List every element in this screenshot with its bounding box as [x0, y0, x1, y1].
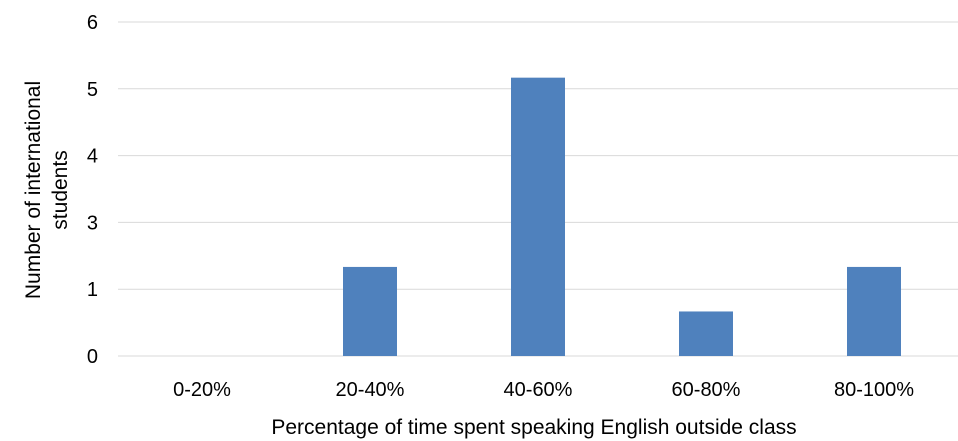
y-axis-title-line-2: students — [49, 150, 72, 229]
x-tick-label: 0-20% — [173, 379, 231, 401]
y-axis-ticks: 0 1 3 4 5 6 — [87, 12, 98, 368]
y-axis-title: Number of international students — [22, 81, 72, 299]
y-tick-label: 0 — [87, 346, 98, 368]
bars — [343, 77, 901, 357]
y-tick-label: 5 — [87, 79, 98, 101]
bar-20-40% — [343, 266, 397, 356]
y-tick-label: 1 — [87, 279, 98, 301]
y-tick-label: 4 — [87, 146, 98, 168]
x-tick-label: 80-100% — [834, 379, 914, 401]
x-axis-ticks: 0-20% 20-40% 40-60% 60-80% 80-100% — [173, 379, 914, 401]
y-tick-label: 3 — [87, 212, 98, 234]
bar-60-80% — [679, 311, 733, 356]
y-axis-title-line-1: Number of international — [22, 81, 45, 299]
bar-40-60% — [511, 77, 565, 357]
x-tick-label: 60-80% — [672, 379, 741, 401]
x-tick-label: 40-60% — [504, 379, 573, 401]
x-tick-label: 20-40% — [336, 379, 405, 401]
bar-80-100% — [847, 266, 901, 356]
x-axis-title: Percentage of time spent speaking Englis… — [271, 416, 796, 439]
y-tick-label: 6 — [87, 12, 98, 34]
